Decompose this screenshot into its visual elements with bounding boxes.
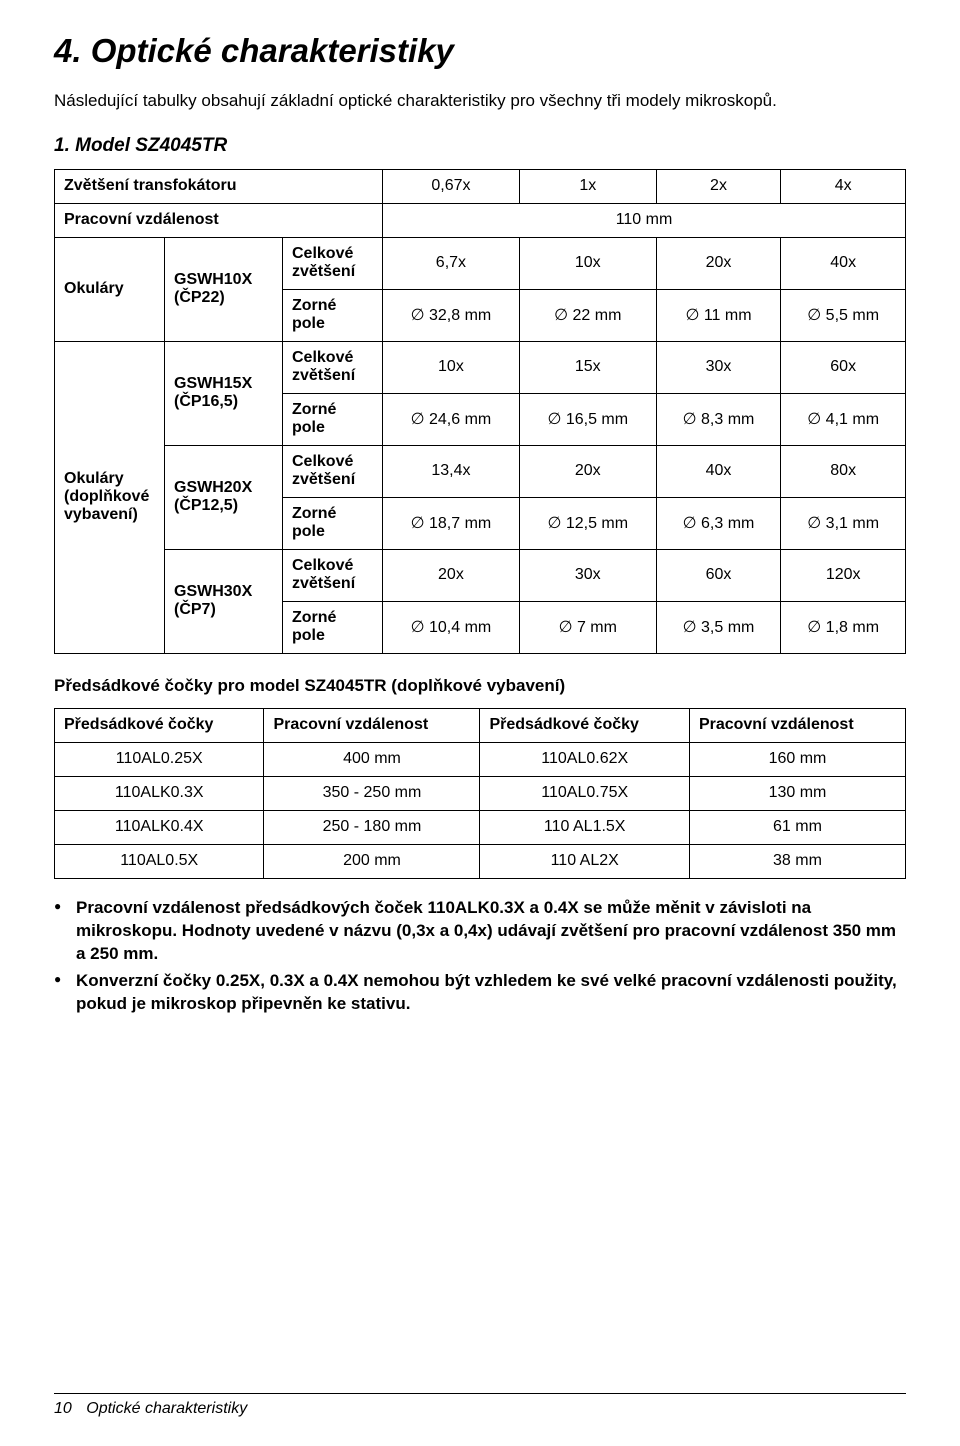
cell: 0,67x <box>383 169 520 203</box>
cell: 40x <box>781 237 906 289</box>
cell: 30x <box>519 549 656 601</box>
cell-model: GSWH20X (ČP12,5) <box>165 445 283 549</box>
cell: 61 mm <box>689 810 905 844</box>
cell: ∅ 12,5 mm <box>519 497 656 549</box>
cell-magnifier-label: Zvětšení transfokátoru <box>55 169 383 203</box>
cell: 120x <box>781 549 906 601</box>
cell: 20x <box>656 237 781 289</box>
cell: 20x <box>519 445 656 497</box>
cell-header: Předsádkové čočky <box>480 708 689 742</box>
table-row: 110ALK0.4X 250 - 180 mm 110 AL1.5X 61 mm <box>55 810 906 844</box>
table-row: GSWH20X (ČP12,5) Celkové zvětšení 13,4x … <box>55 445 906 497</box>
cell: ∅ 18,7 mm <box>383 497 520 549</box>
cell: 20x <box>383 549 520 601</box>
cell: 10x <box>519 237 656 289</box>
cell: ∅ 24,6 mm <box>383 393 520 445</box>
cell: ∅ 3,1 mm <box>781 497 906 549</box>
cell-zorne-label: Zorné pole <box>283 289 383 341</box>
cell-header: Pracovní vzdálenost <box>689 708 905 742</box>
cell: 38 mm <box>689 844 905 878</box>
cell: ∅ 3,5 mm <box>656 601 781 653</box>
table-row: 110AL0.5X 200 mm 110 AL2X 38 mm <box>55 844 906 878</box>
cell: ∅ 11 mm <box>656 289 781 341</box>
cell-wd-label: Pracovní vzdálenost <box>55 203 383 237</box>
cell-celkove-label: Celkové zvětšení <box>283 341 383 393</box>
cell: 15x <box>519 341 656 393</box>
cell-oculars-extra-label: Okuláry (doplňkové vybavení) <box>55 341 165 653</box>
section-number: 4. <box>54 32 82 69</box>
table-row: GSWH30X (ČP7) Celkové zvětšení 20x 30x 6… <box>55 549 906 601</box>
cell: 110 AL2X <box>480 844 689 878</box>
cell: 110ALK0.3X <box>55 776 264 810</box>
cell-celkove-label: Celkové zvětšení <box>283 549 383 601</box>
page-footer: 10 Optické charakteristiky <box>54 1393 906 1418</box>
table-row: Okuláry GSWH10X (ČP22) Celkové zvětšení … <box>55 237 906 289</box>
cell: 110AL0.25X <box>55 742 264 776</box>
section-title-text: Optické charakteristiky <box>91 32 454 69</box>
cell: ∅ 7 mm <box>519 601 656 653</box>
list-item: Konverzní čočky 0.25X, 0.3X a 0.4X nemoh… <box>54 970 906 1016</box>
table-row: 110AL0.25X 400 mm 110AL0.62X 160 mm <box>55 742 906 776</box>
cell-celkove-label: Celkové zvětšení <box>283 445 383 497</box>
cell: 13,4x <box>383 445 520 497</box>
table2-title: Předsádkové čočky pro model SZ4045TR (do… <box>54 676 906 696</box>
cell-model: GSWH10X (ČP22) <box>165 237 283 341</box>
cell: 4x <box>781 169 906 203</box>
cell: 10x <box>383 341 520 393</box>
cell: ∅ 10,4 mm <box>383 601 520 653</box>
table-row: Předsádkové čočky Pracovní vzdálenost Př… <box>55 708 906 742</box>
footer-label: Optické charakteristiky <box>86 1400 247 1417</box>
cell: 110AL0.75X <box>480 776 689 810</box>
lens-table: Předsádkové čočky Pracovní vzdálenost Př… <box>54 708 906 879</box>
cell: 6,7x <box>383 237 520 289</box>
table-row: Zvětšení transfokátoru 0,67x 1x 2x 4x <box>55 169 906 203</box>
cell: 40x <box>656 445 781 497</box>
intro-paragraph: Následující tabulky obsahují základní op… <box>54 90 906 113</box>
table-row: Pracovní vzdálenost 110 mm <box>55 203 906 237</box>
cell: 2x <box>656 169 781 203</box>
cell: 130 mm <box>689 776 905 810</box>
cell-celkove-label: Celkové zvětšení <box>283 237 383 289</box>
table-row: Okuláry (doplňkové vybavení) GSWH15X (ČP… <box>55 341 906 393</box>
cell: ∅ 1,8 mm <box>781 601 906 653</box>
cell: 60x <box>781 341 906 393</box>
cell: ∅ 5,5 mm <box>781 289 906 341</box>
cell: 400 mm <box>264 742 480 776</box>
cell-zorne-label: Zorné pole <box>283 393 383 445</box>
cell: 30x <box>656 341 781 393</box>
cell-oculars-label: Okuláry <box>55 237 165 341</box>
cell: ∅ 22 mm <box>519 289 656 341</box>
subsection-heading: 1. Model SZ4045TR <box>54 135 906 157</box>
list-item: Pracovní vzdálenost předsádkových čoček … <box>54 897 906 966</box>
cell: 60x <box>656 549 781 601</box>
cell: 110 AL1.5X <box>480 810 689 844</box>
cell-model: GSWH15X (ČP16,5) <box>165 341 283 445</box>
cell-header: Předsádkové čočky <box>55 708 264 742</box>
cell: ∅ 6,3 mm <box>656 497 781 549</box>
cell: 110AL0.62X <box>480 742 689 776</box>
optics-table: Zvětšení transfokátoru 0,67x 1x 2x 4x Pr… <box>54 169 906 654</box>
cell-header: Pracovní vzdálenost <box>264 708 480 742</box>
cell: 110AL0.5X <box>55 844 264 878</box>
cell: 80x <box>781 445 906 497</box>
cell: ∅ 4,1 mm <box>781 393 906 445</box>
cell: ∅ 16,5 mm <box>519 393 656 445</box>
cell: 110 mm <box>383 203 906 237</box>
cell: 110ALK0.4X <box>55 810 264 844</box>
section-heading: 4. Optické charakteristiky <box>54 32 906 70</box>
cell-model: GSWH30X (ČP7) <box>165 549 283 653</box>
cell: 160 mm <box>689 742 905 776</box>
cell: 350 - 250 mm <box>264 776 480 810</box>
cell: 250 - 180 mm <box>264 810 480 844</box>
cell-zorne-label: Zorné pole <box>283 497 383 549</box>
cell: 200 mm <box>264 844 480 878</box>
table-row: 110ALK0.3X 350 - 250 mm 110AL0.75X 130 m… <box>55 776 906 810</box>
cell: 1x <box>519 169 656 203</box>
cell: ∅ 32,8 mm <box>383 289 520 341</box>
cell-zorne-label: Zorné pole <box>283 601 383 653</box>
page-number: 10 <box>54 1400 72 1417</box>
notes-list: Pracovní vzdálenost předsádkových čoček … <box>54 897 906 1016</box>
cell: ∅ 8,3 mm <box>656 393 781 445</box>
